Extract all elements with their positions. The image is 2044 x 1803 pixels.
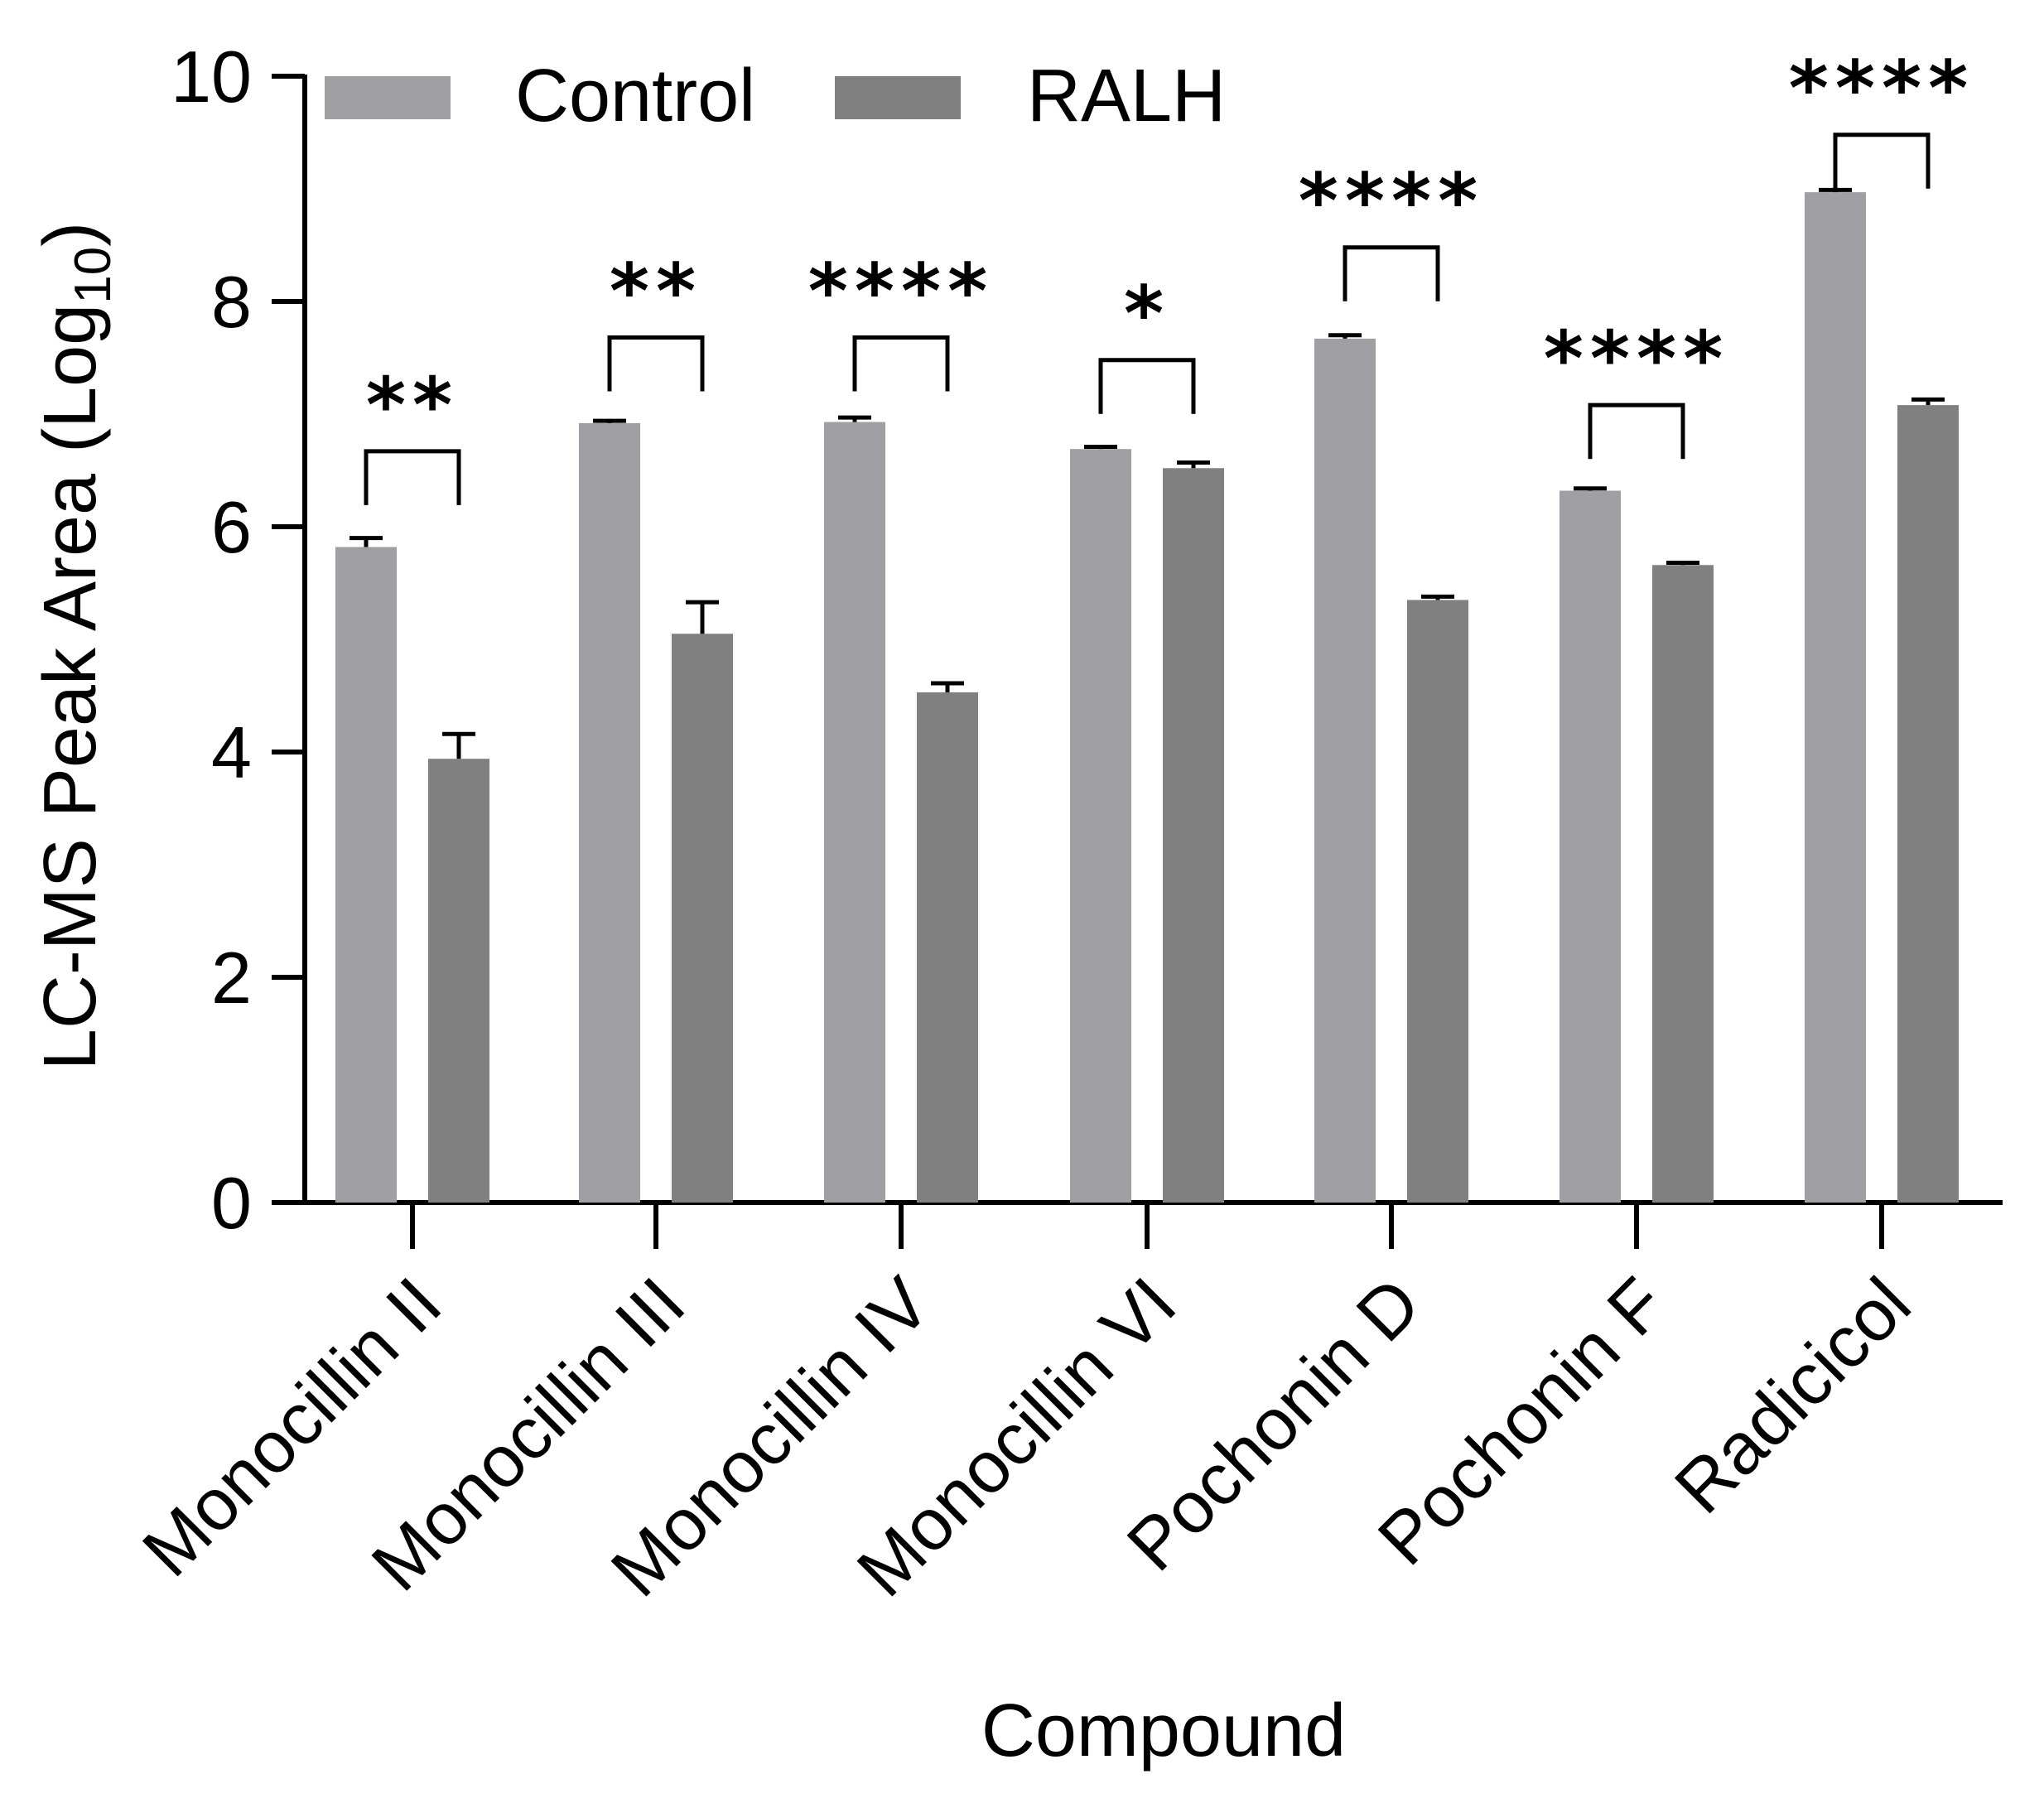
- significance-label-7: ****: [1789, 45, 1974, 133]
- bar-ralh-6: [1652, 565, 1714, 1203]
- legend: Control RALH: [325, 55, 1226, 137]
- bar-ralh-7: [1897, 405, 1959, 1203]
- significance-label-2: **: [610, 248, 702, 336]
- bar-control-4: [1070, 449, 1131, 1203]
- significance-bracket-2: [607, 335, 705, 392]
- y-tick-label-0: 0: [211, 1162, 252, 1244]
- significance-label-6: ****: [1544, 315, 1729, 403]
- bar-ralh-4: [1163, 468, 1224, 1203]
- significance-label-5: ****: [1299, 157, 1484, 246]
- legend-label-control: Control: [515, 55, 755, 137]
- x-tick-label-7: Radicicol: [1659, 1261, 1926, 1528]
- y-axis-title: LC-MS Peak Area (Log10): [29, 222, 122, 1070]
- bar-control-5: [1314, 338, 1376, 1203]
- significance-label-4: *: [1124, 270, 1170, 359]
- legend-swatch-ralh: [835, 76, 961, 119]
- y-axis-title-main: LC-MS Peak Area (Log: [29, 304, 112, 1070]
- y-axis-title-subscript: 10: [65, 247, 122, 304]
- significance-bracket-6: [1588, 403, 1685, 460]
- y-tick-label-10: 10: [171, 36, 252, 118]
- significance-bracket-7: [1833, 133, 1931, 189]
- bar-ralh-3: [917, 692, 978, 1203]
- x-axis-title: Compound: [981, 1690, 1346, 1772]
- significance-bracket-4: [1098, 358, 1196, 414]
- bar-control-1: [335, 547, 397, 1203]
- significance-bracket-3: [852, 335, 950, 392]
- bar-ralh-1: [428, 759, 489, 1203]
- bar-ralh-2: [672, 634, 733, 1203]
- y-tick-label-6: 6: [211, 486, 252, 568]
- y-tick-label-8: 8: [211, 261, 252, 343]
- y-tick-label-2: 2: [211, 937, 252, 1019]
- bar-control-2: [579, 422, 640, 1203]
- y-axis-title-close: ): [29, 222, 112, 247]
- bars-layer: [335, 187, 1959, 1203]
- significance-layer: **** **** *************: [364, 45, 1974, 505]
- significance-label-3: ****: [808, 248, 994, 336]
- bar-control-6: [1560, 490, 1621, 1203]
- significance-bracket-1: [364, 449, 461, 505]
- significance-label-1: **: [366, 361, 459, 450]
- bar-ralh-5: [1407, 600, 1468, 1203]
- legend-swatch-control: [325, 76, 451, 119]
- bar-control-7: [1805, 192, 1866, 1203]
- legend-label-ralh: RALH: [1027, 55, 1226, 137]
- significance-bracket-5: [1343, 245, 1440, 301]
- bar-control-3: [824, 422, 885, 1203]
- y-tick-label-4: 4: [211, 711, 252, 793]
